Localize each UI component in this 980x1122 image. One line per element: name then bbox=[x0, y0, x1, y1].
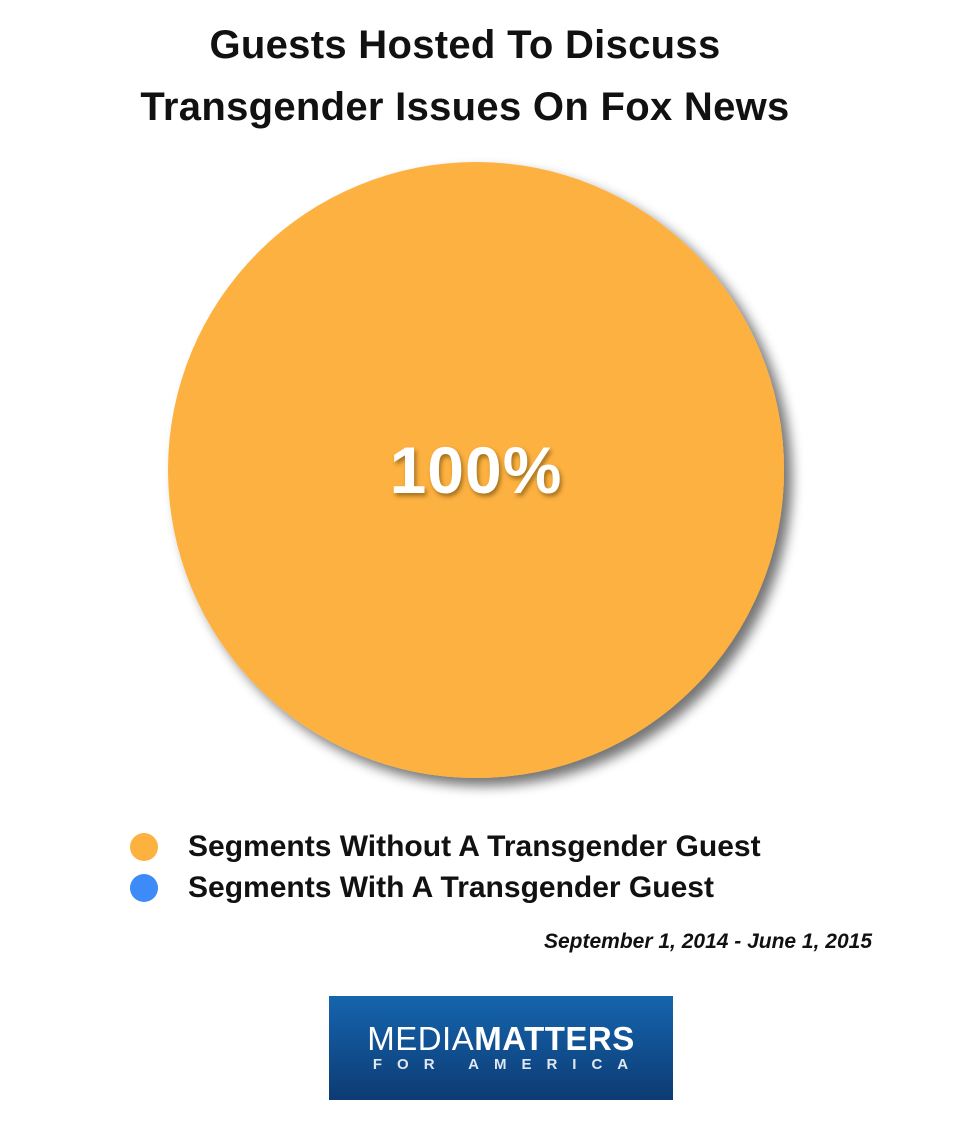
pie-slice-without-guest bbox=[168, 162, 784, 778]
legend-label: Segments Without A Transgender Guest bbox=[188, 829, 761, 863]
title-line-1: Guests Hosted To Discuss bbox=[209, 23, 721, 67]
logo-word-media: MEDIA bbox=[367, 1020, 475, 1057]
legend-label: Segments With A Transgender Guest bbox=[188, 870, 714, 904]
logo-word-matters: MATTERS bbox=[474, 1020, 635, 1057]
chart-title: Guests Hosted To Discuss Transgender Iss… bbox=[0, 14, 930, 138]
date-range: September 1, 2014 - June 1, 2015 bbox=[543, 930, 872, 953]
legend-item-without: Segments Without A Transgender Guest bbox=[130, 826, 761, 867]
pie-svg bbox=[168, 162, 784, 778]
media-matters-logo: MEDIAMATTERS FOR AMERICA bbox=[329, 996, 673, 1100]
legend-dot-orange-icon bbox=[130, 832, 158, 861]
pie-percent-label: 100% bbox=[389, 433, 563, 507]
pie-chart: 100% bbox=[166, 160, 786, 780]
logo-subtitle: FOR AMERICA bbox=[372, 1056, 644, 1073]
legend-item-with: Segments With A Transgender Guest bbox=[130, 867, 761, 908]
legend: Segments Without A Transgender Guest Seg… bbox=[130, 826, 761, 908]
logo-wordmark: MEDIAMATTERS bbox=[367, 1022, 635, 1056]
legend-dot-blue-icon bbox=[130, 873, 158, 902]
title-line-2: Transgender Issues On Fox News bbox=[140, 85, 790, 129]
